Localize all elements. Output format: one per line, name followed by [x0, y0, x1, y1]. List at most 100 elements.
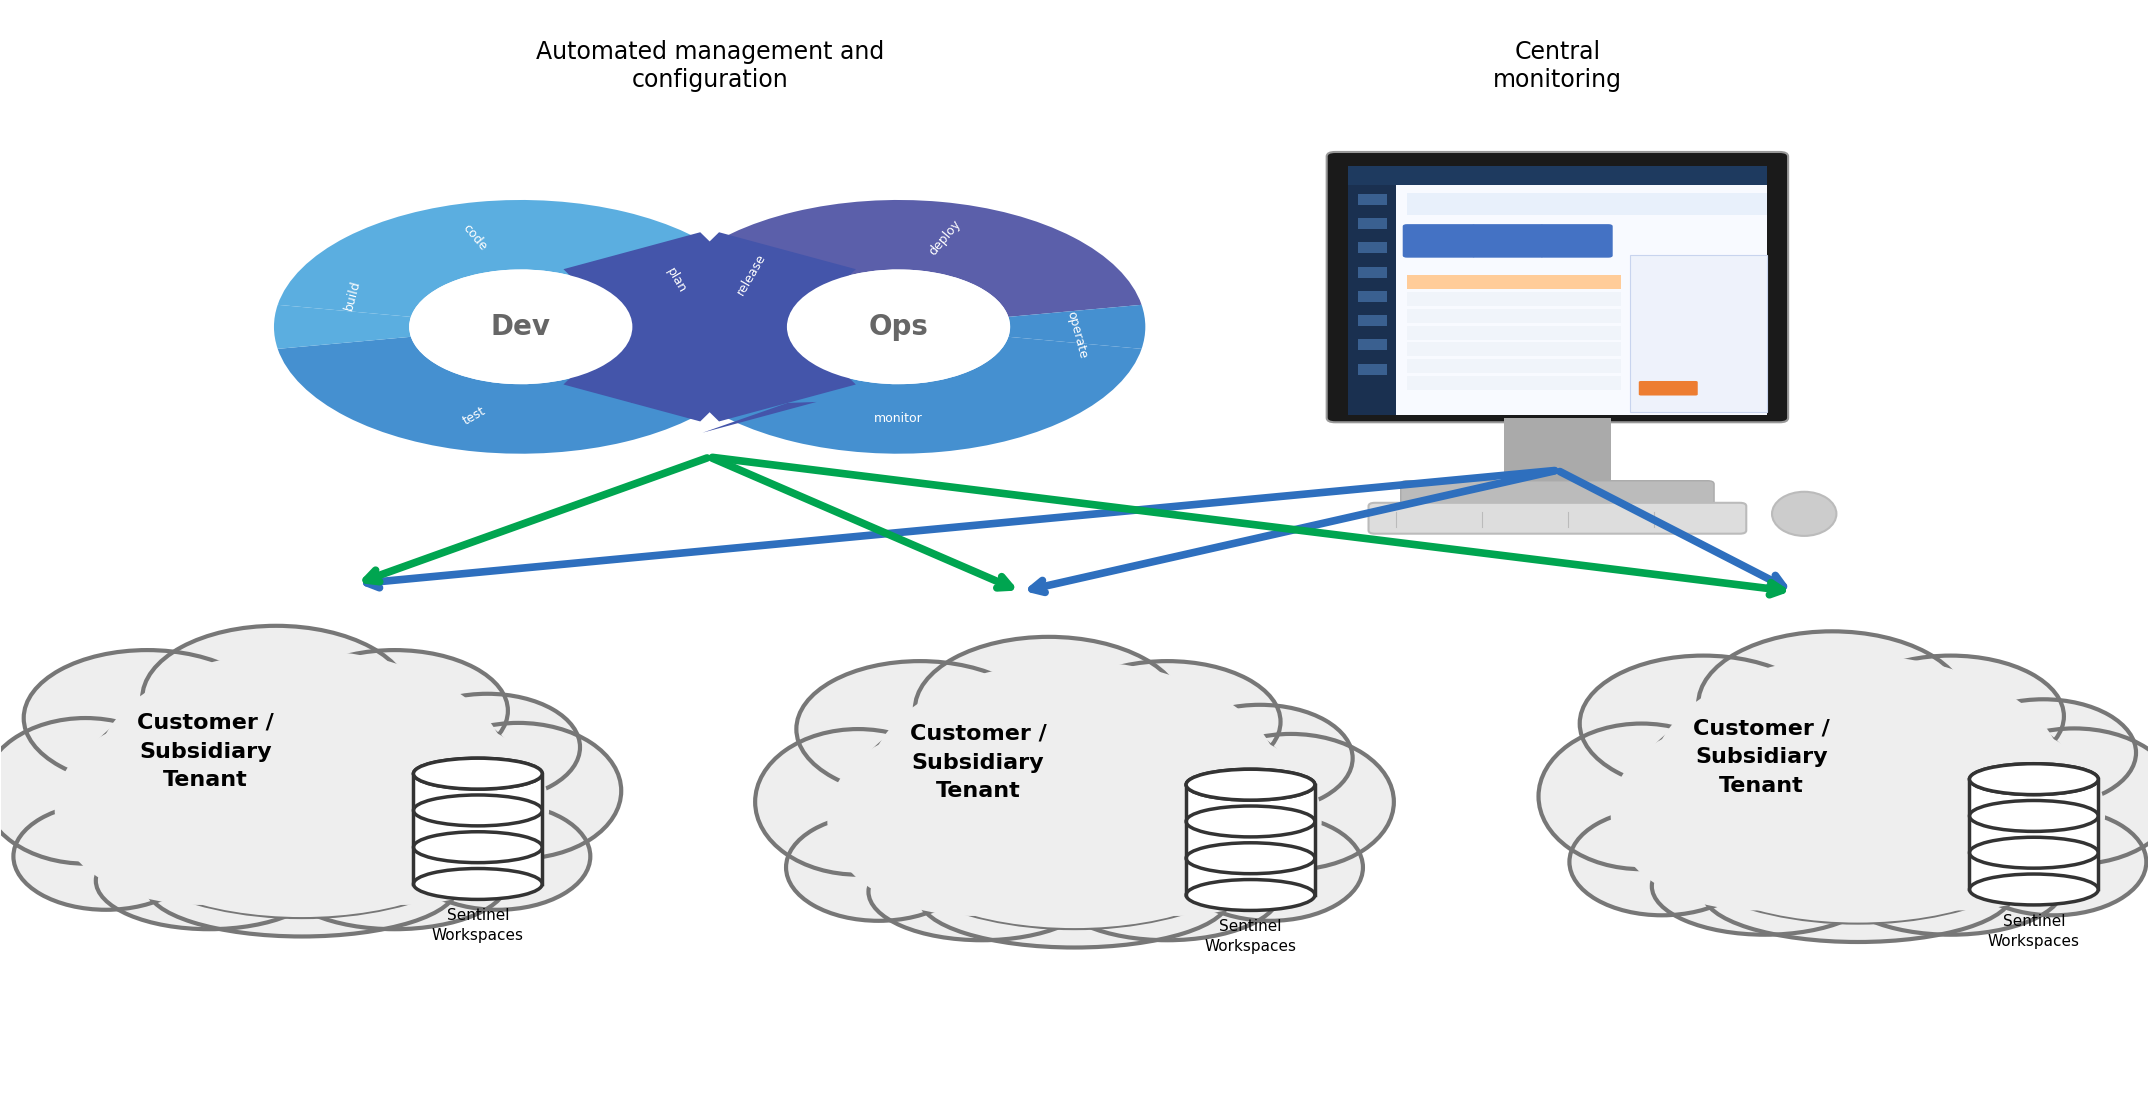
Ellipse shape [1653, 837, 1878, 935]
Ellipse shape [122, 772, 481, 917]
Wedge shape [686, 200, 1141, 317]
Ellipse shape [1569, 808, 1756, 916]
FancyBboxPatch shape [1472, 225, 1545, 258]
Bar [1358, 340, 1386, 351]
Ellipse shape [282, 650, 507, 772]
Bar [1408, 376, 1620, 390]
Ellipse shape [827, 722, 1115, 916]
Text: Customer /
Subsidiary
Tenant: Customer / Subsidiary Tenant [1693, 718, 1829, 796]
Text: Customer /
Subsidiary
Tenant: Customer / Subsidiary Tenant [138, 712, 273, 791]
Bar [1186, 822, 1315, 858]
Ellipse shape [413, 759, 542, 789]
Ellipse shape [75, 675, 529, 917]
Ellipse shape [1816, 717, 2106, 910]
Polygon shape [563, 232, 855, 421]
Ellipse shape [415, 723, 621, 859]
Bar [1358, 291, 1386, 302]
Text: code: code [460, 222, 490, 253]
Text: build: build [342, 279, 363, 312]
Bar [1408, 309, 1620, 323]
Wedge shape [277, 200, 735, 317]
Ellipse shape [1653, 656, 2063, 898]
Circle shape [787, 270, 1010, 384]
Ellipse shape [1968, 837, 2097, 868]
Bar [1347, 166, 1766, 415]
Ellipse shape [1186, 879, 1315, 910]
Ellipse shape [1968, 764, 2097, 794]
Ellipse shape [1186, 843, 1315, 874]
Ellipse shape [894, 782, 1255, 928]
Ellipse shape [97, 650, 507, 893]
Wedge shape [686, 337, 1141, 453]
Text: monitor: monitor [875, 413, 922, 426]
Ellipse shape [13, 803, 200, 910]
Ellipse shape [915, 637, 1182, 782]
Bar [1358, 218, 1386, 229]
Ellipse shape [1186, 770, 1315, 800]
Ellipse shape [260, 711, 550, 905]
Bar [1408, 292, 1620, 306]
Wedge shape [273, 305, 410, 348]
Ellipse shape [1704, 845, 2011, 942]
Ellipse shape [413, 759, 542, 789]
Bar [1358, 315, 1386, 326]
Bar [1408, 359, 1620, 373]
Bar [1358, 194, 1386, 205]
Bar [413, 847, 542, 884]
Polygon shape [703, 401, 817, 432]
Text: Sentinel
Workspaces: Sentinel Workspaces [1988, 914, 2080, 949]
Ellipse shape [868, 843, 1096, 940]
Ellipse shape [0, 718, 189, 864]
Text: Automated management and
configuration: Automated management and configuration [535, 40, 883, 92]
Ellipse shape [849, 686, 1300, 928]
Ellipse shape [142, 626, 410, 772]
Polygon shape [602, 373, 718, 404]
Ellipse shape [1188, 734, 1395, 869]
Ellipse shape [920, 851, 1229, 948]
Bar [1968, 853, 2097, 889]
Bar [1358, 267, 1386, 278]
Ellipse shape [1186, 770, 1315, 800]
Bar [1186, 784, 1315, 822]
Ellipse shape [395, 693, 580, 801]
FancyBboxPatch shape [1401, 481, 1715, 505]
Ellipse shape [1960, 808, 2147, 916]
Ellipse shape [1610, 717, 1900, 910]
Bar [1504, 418, 1612, 484]
Ellipse shape [1167, 705, 1352, 812]
Ellipse shape [260, 711, 550, 905]
Bar [1347, 166, 1766, 185]
Bar [1968, 779, 2097, 816]
Bar [1408, 343, 1620, 356]
Ellipse shape [1951, 699, 2136, 806]
Bar [1358, 242, 1386, 253]
Ellipse shape [1837, 837, 2063, 935]
Ellipse shape [54, 711, 344, 905]
Ellipse shape [787, 814, 971, 921]
Ellipse shape [282, 832, 507, 929]
Ellipse shape [1610, 717, 1900, 910]
Ellipse shape [868, 661, 1281, 904]
Ellipse shape [97, 832, 322, 929]
Ellipse shape [1034, 722, 1322, 916]
Circle shape [408, 270, 632, 384]
Ellipse shape [1186, 806, 1315, 837]
Bar [1358, 364, 1386, 375]
FancyBboxPatch shape [1369, 503, 1747, 534]
Ellipse shape [1678, 776, 2037, 922]
FancyBboxPatch shape [1403, 225, 1476, 258]
FancyBboxPatch shape [1326, 152, 1788, 422]
Ellipse shape [754, 729, 961, 875]
Ellipse shape [413, 795, 542, 826]
Text: release: release [735, 251, 769, 298]
Ellipse shape [894, 782, 1255, 928]
Ellipse shape [122, 772, 481, 917]
Bar [1408, 325, 1620, 340]
Ellipse shape [404, 803, 591, 910]
Ellipse shape [1034, 722, 1322, 916]
Ellipse shape [1631, 680, 2085, 922]
Ellipse shape [24, 650, 271, 786]
Text: Sentinel
Workspaces: Sentinel Workspaces [432, 908, 524, 943]
Ellipse shape [1698, 632, 1966, 776]
Ellipse shape [1653, 656, 2063, 898]
